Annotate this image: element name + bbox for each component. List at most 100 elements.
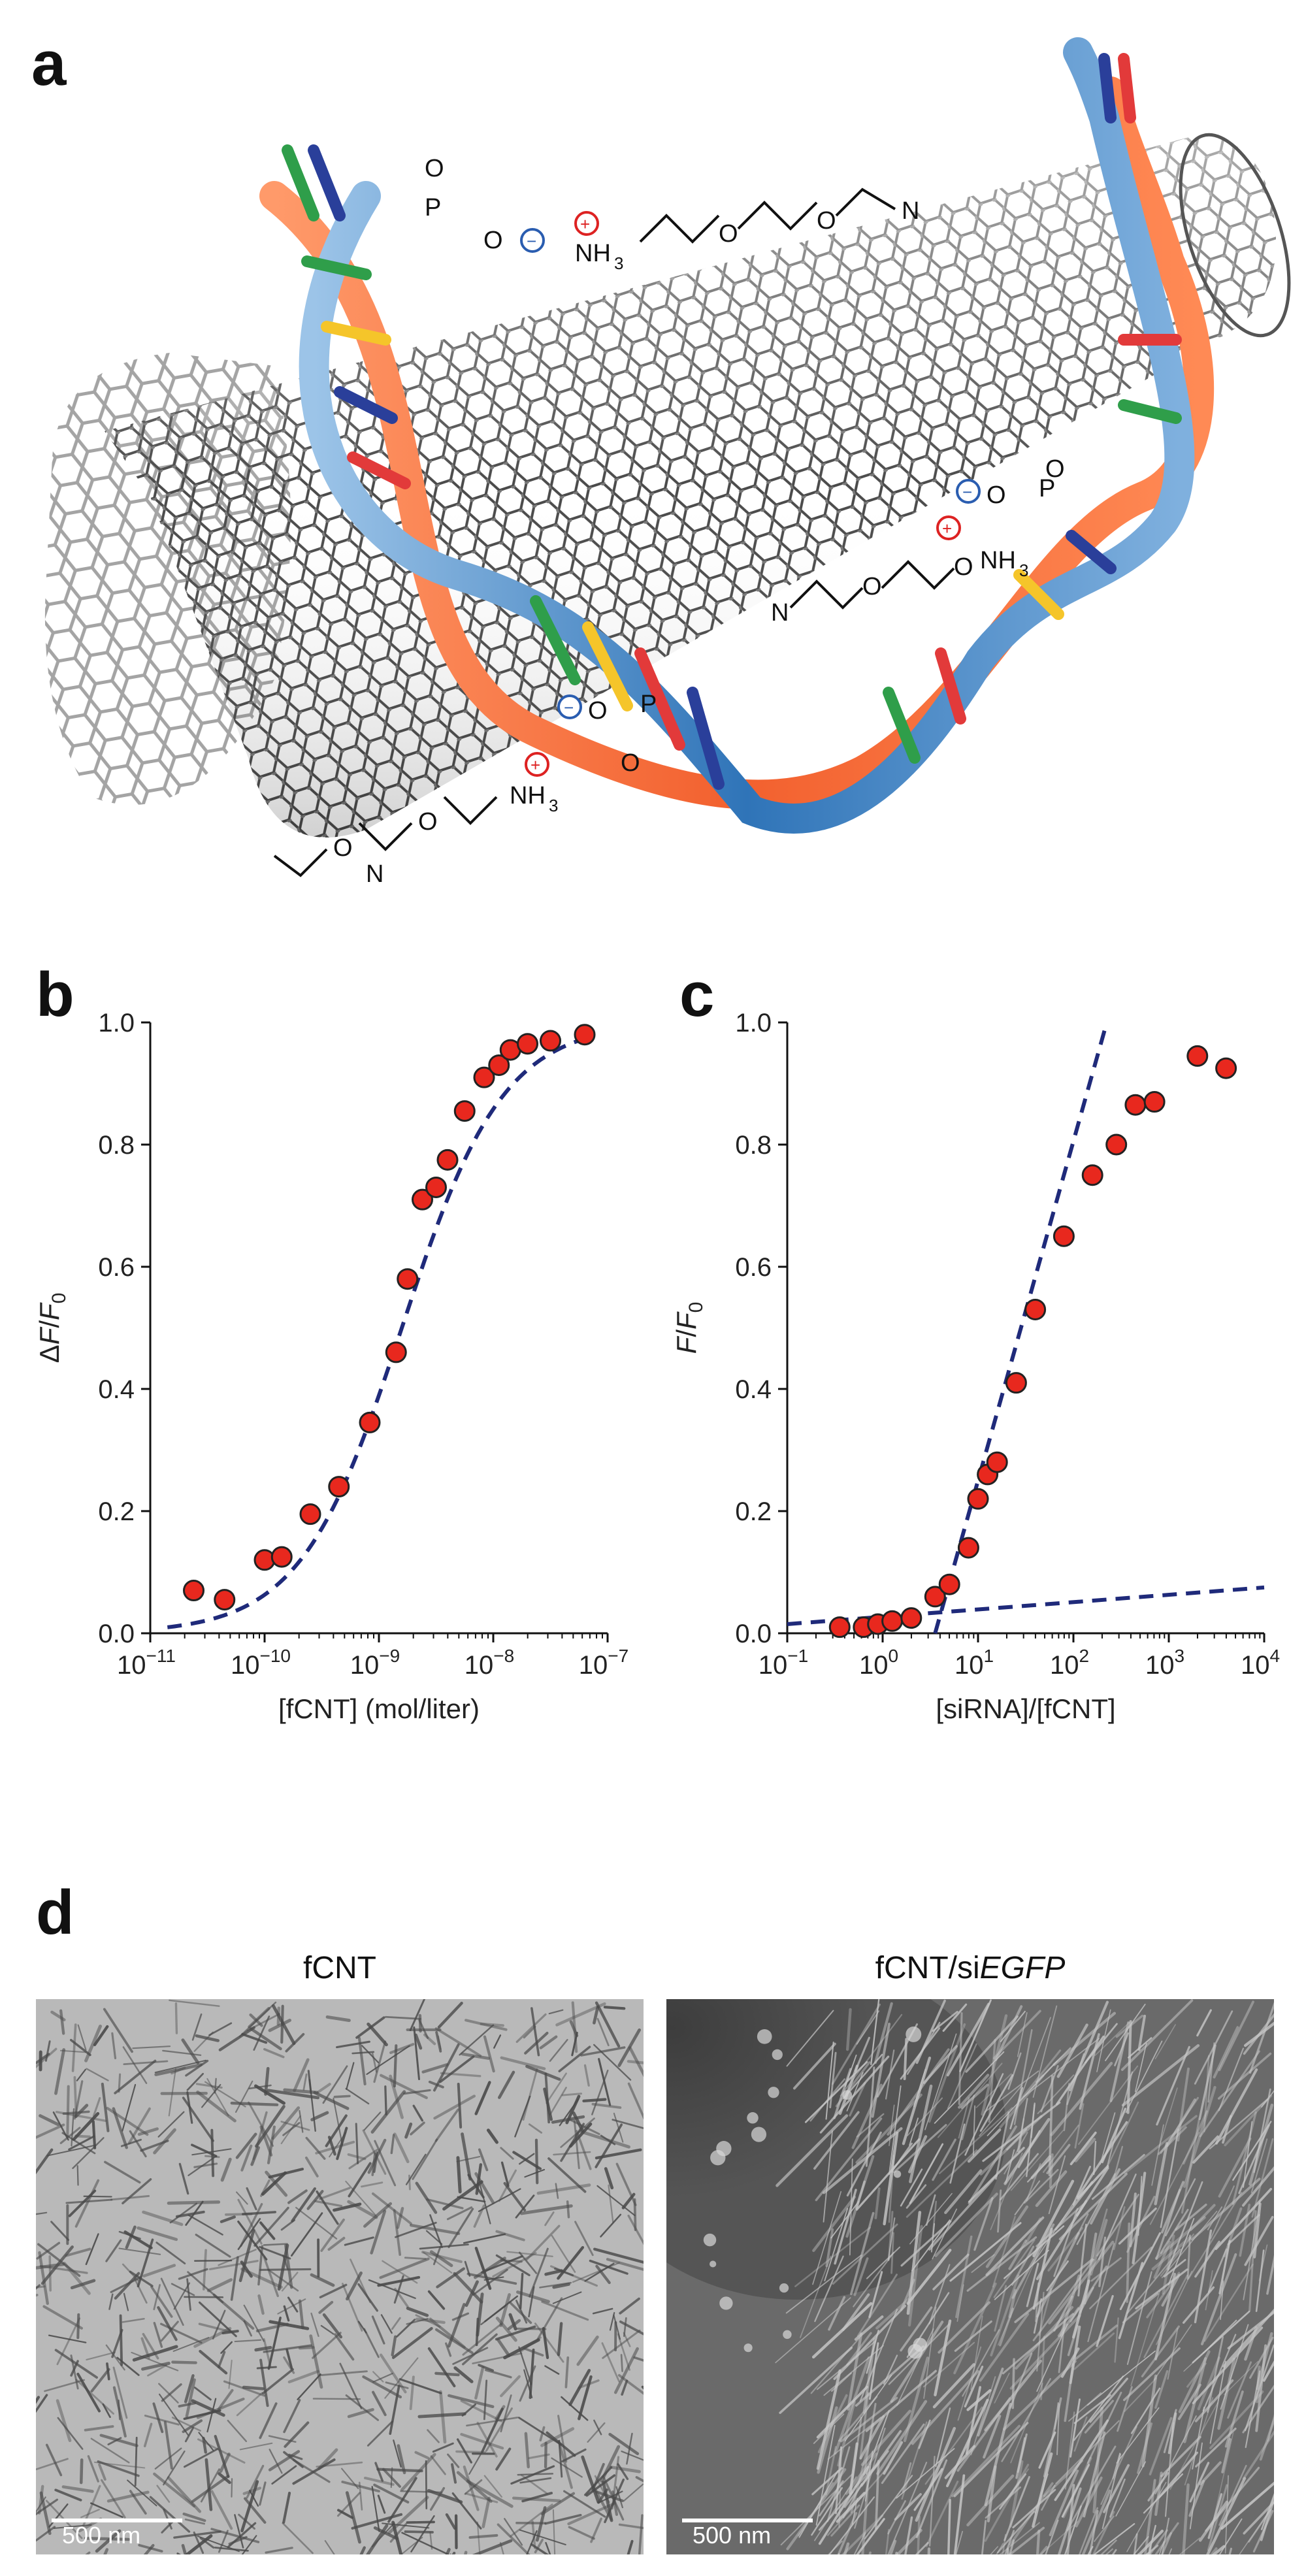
fiber <box>425 2230 443 2245</box>
fiber <box>463 2465 480 2511</box>
fiber <box>39 2491 52 2535</box>
fiber <box>1064 2411 1075 2490</box>
fiber <box>59 2009 65 2035</box>
fiber <box>433 2043 460 2092</box>
fiber <box>430 2455 446 2475</box>
tem-image-fcnt-siegfp: 500 nm <box>666 1999 1274 2554</box>
fiber <box>1011 2358 1015 2409</box>
bright-spot <box>716 2141 732 2157</box>
fiber <box>123 2292 129 2311</box>
fiber <box>50 2010 66 2021</box>
fiber <box>970 2376 996 2456</box>
fiber <box>1137 2014 1147 2051</box>
oxygen-top-anion: O <box>483 227 503 254</box>
fiber <box>890 2232 894 2274</box>
fiber <box>202 2249 207 2291</box>
fiber <box>114 2059 157 2095</box>
fiber <box>524 2168 546 2178</box>
fiber <box>453 2272 483 2304</box>
fiber <box>428 2080 444 2089</box>
fiber <box>1244 2215 1274 2266</box>
fiber <box>1149 2132 1200 2225</box>
fiber <box>1227 2214 1260 2245</box>
fiber <box>1001 2378 1051 2462</box>
fiber <box>239 2442 273 2451</box>
phosphorus-top: P <box>425 194 441 221</box>
fiber <box>243 2320 252 2337</box>
fiber <box>925 2194 936 2226</box>
fiber <box>1116 2407 1160 2464</box>
fiber <box>1013 2029 1033 2125</box>
fiber <box>849 2211 875 2295</box>
fiber <box>259 2268 312 2272</box>
fiber <box>70 2279 96 2290</box>
fiber <box>74 2179 100 2228</box>
fiber <box>1151 2124 1164 2186</box>
fiber <box>841 2293 870 2331</box>
fiber <box>341 2481 380 2493</box>
fiber <box>455 2450 486 2454</box>
fiber <box>1011 2223 1055 2299</box>
y-tick-label: 0.6 <box>735 1253 772 1282</box>
fiber <box>593 2419 602 2436</box>
fiber <box>1155 2189 1181 2260</box>
fiber <box>400 2490 443 2494</box>
fiber <box>1054 2419 1109 2502</box>
fiber <box>558 2439 563 2478</box>
fiber <box>419 2243 469 2250</box>
fiber <box>385 2381 409 2389</box>
fiber <box>1143 2274 1188 2358</box>
fiber <box>143 2422 153 2447</box>
fiber <box>36 2123 65 2139</box>
fiber <box>129 2130 147 2158</box>
fiber <box>325 2114 348 2147</box>
fiber <box>564 2356 570 2389</box>
fiber <box>210 2128 215 2177</box>
x-tick-label: 10−1 <box>759 1646 808 1680</box>
fiber <box>284 2421 310 2448</box>
fiber <box>553 2151 591 2156</box>
fiber <box>240 2203 263 2247</box>
fiber <box>66 2085 70 2137</box>
fiber <box>153 2472 196 2508</box>
x-tick-exponent: 4 <box>1269 1646 1280 1666</box>
fiber <box>256 2366 277 2370</box>
fiber <box>412 2138 438 2180</box>
sirna-double-helix <box>259 37 1215 834</box>
fiber <box>924 2406 983 2485</box>
fiber <box>523 2369 533 2398</box>
fiber <box>594 2488 613 2521</box>
fiber <box>196 2090 237 2123</box>
fiber <box>395 2221 437 2238</box>
y-axis-label-part: Δ <box>34 1345 65 1363</box>
fiber <box>259 2481 267 2506</box>
fiber <box>831 2003 881 2085</box>
fiber <box>1053 2012 1117 2066</box>
fiber <box>621 2451 644 2461</box>
fiber <box>1049 2153 1054 2189</box>
fiber <box>887 2462 928 2554</box>
fiber <box>99 2434 139 2447</box>
fiber <box>53 2524 92 2529</box>
y-axis-label-part: F <box>34 1326 65 1345</box>
fiber <box>393 2044 398 2088</box>
fiber <box>1267 2413 1274 2442</box>
fiber <box>461 2052 491 2060</box>
fiber <box>313 2091 350 2110</box>
fiber <box>1133 2533 1138 2554</box>
fiber <box>1054 2402 1059 2430</box>
fiber <box>1154 2471 1163 2517</box>
fiber <box>436 2267 465 2289</box>
nh3-mid: NH <box>980 547 1016 574</box>
fiber <box>1106 2101 1139 2168</box>
data-point <box>328 1476 350 1498</box>
fiber <box>1090 2257 1122 2282</box>
fiber <box>555 2183 559 2199</box>
fiber <box>157 2111 185 2138</box>
fiber <box>320 2218 345 2252</box>
fiber <box>923 2306 937 2399</box>
fiber <box>236 2191 248 2205</box>
fiber <box>584 2466 613 2496</box>
fiber <box>70 2360 79 2377</box>
fiber <box>1017 2433 1028 2473</box>
